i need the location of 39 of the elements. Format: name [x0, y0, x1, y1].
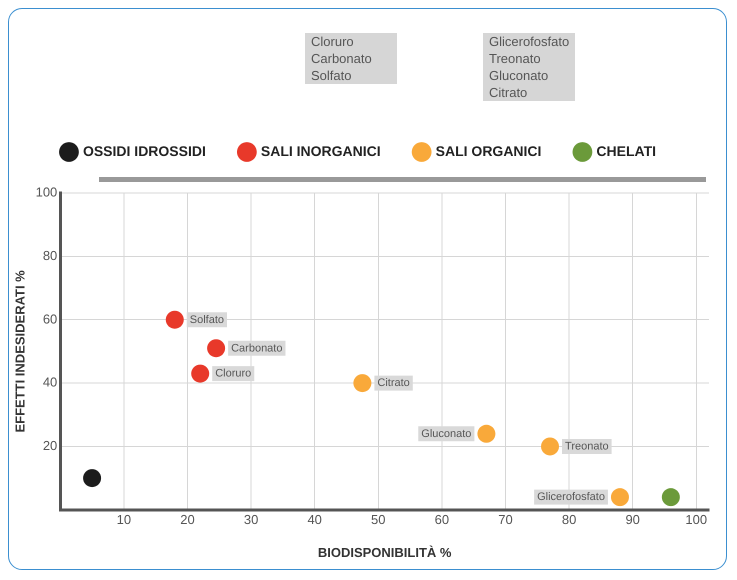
- x-tick-label: 90: [625, 512, 640, 528]
- annotation: Treonato: [565, 440, 609, 452]
- point: [353, 374, 372, 392]
- legend-label: SALI ORGANICI: [436, 142, 542, 159]
- text: Glicerofosfato Treonato Gluconato Citrato: [483, 33, 576, 101]
- legend-label: SALI INORGANICI: [260, 142, 381, 159]
- point: [191, 364, 210, 383]
- y-tick-label: 80: [42, 248, 58, 263]
- legend-label: OSSIDI IDROSSIDI: [82, 142, 206, 159]
- y-tick-label: 60: [42, 311, 58, 326]
- x-axis-title: BIODISPONIBILITÀ %: [318, 544, 452, 560]
- point: [166, 310, 184, 329]
- point: [83, 469, 102, 488]
- y-tick-label: 40: [42, 374, 58, 390]
- point: [541, 437, 560, 456]
- point: [207, 339, 226, 358]
- x-tick-label: 60: [434, 512, 450, 528]
- x-tick-label: 30: [244, 512, 258, 528]
- annotation: Citrato: [377, 377, 410, 390]
- x-tick-label: 100: [685, 512, 708, 528]
- x-tick-label: 40: [307, 512, 322, 528]
- point: [477, 424, 496, 443]
- x-tick-label: 20: [180, 512, 195, 528]
- x-tick-label: 70: [498, 512, 513, 528]
- point: [662, 488, 680, 506]
- x-tick-label: 80: [562, 512, 576, 528]
- text: Cloruro Carbonato Solfato: [305, 33, 397, 84]
- y-axis-title: EFFETTI INDESIDERATI %: [12, 270, 28, 433]
- annotation: Cloruro: [215, 368, 252, 380]
- annotation: Gluconato: [421, 428, 472, 440]
- point: [610, 488, 629, 506]
- legend-label: CHELATI: [596, 142, 656, 159]
- x-tick-label: 50: [371, 512, 386, 528]
- annotation: Carbonato: [231, 342, 282, 354]
- y-tick-label: 20: [42, 438, 58, 454]
- annotation: Solfato: [190, 314, 224, 326]
- y-tick-label: 100: [36, 184, 58, 200]
- x-tick-label: 10: [116, 512, 132, 528]
- annotation: Glicerofosfato: [537, 491, 605, 504]
